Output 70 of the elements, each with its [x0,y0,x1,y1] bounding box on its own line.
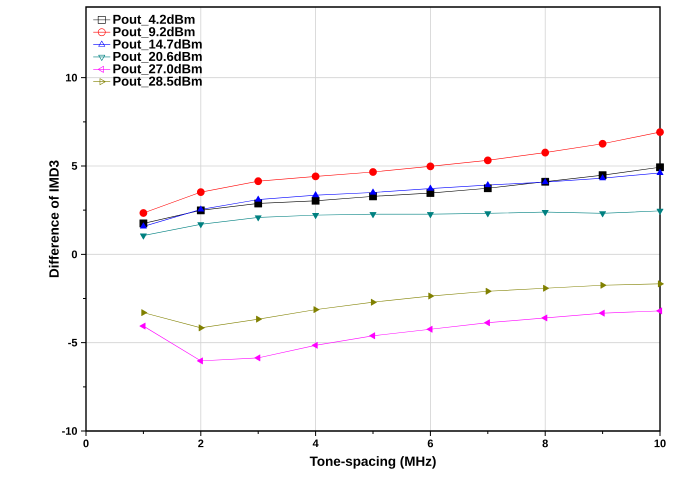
point [198,324,205,332]
x-tick-label: 0 [83,440,89,448]
point [254,354,260,362]
point [658,280,664,288]
point [312,191,320,198]
x-tick-label: 4 [312,440,319,448]
y-tick-label: 0 [72,250,78,258]
point [484,156,492,164]
point [141,309,148,316]
point [484,319,490,326]
point [254,196,262,202]
point [370,212,376,218]
point [600,282,606,289]
y-tick-label: -5 [68,338,78,346]
legend-label: Pout_4.2dBm [113,14,194,26]
point [656,208,664,215]
point [369,332,376,340]
point [541,148,550,156]
point [599,211,606,218]
point [312,196,320,205]
point [426,184,434,191]
point [428,292,434,300]
point [312,172,320,180]
y-tick-label: 10 [66,74,78,82]
point [656,307,662,314]
point [254,215,262,222]
point [314,306,320,314]
y-axis-title: Difference of IMD3 [48,160,59,278]
legend-label: Pout_27.0dBm [113,64,202,75]
point [196,188,205,196]
point [370,188,376,195]
point [140,222,147,229]
point [254,177,262,186]
point [484,211,492,218]
x-tick-label: 2 [198,440,204,448]
point [312,213,320,219]
point [599,174,606,180]
point [598,140,606,148]
point [140,209,148,217]
legend-label: Pout_9.2dBm [113,26,194,38]
point [196,357,203,364]
point [312,342,318,349]
x-tick-label: 8 [542,440,548,448]
point [656,169,664,175]
x-tick-label: 6 [428,440,434,448]
point [426,326,432,333]
legend-label: Pout_20.6dBm [113,52,202,62]
point [369,168,377,176]
point [541,314,548,322]
y-tick-label: -10 [62,427,78,435]
legend-label: Pout_14.7dBm [113,39,202,50]
point [256,316,262,323]
x-axis-title: Tone-spacing (MHz) [310,456,436,469]
point [140,322,146,330]
point [197,206,204,212]
point [484,181,492,188]
point [370,298,377,306]
point [197,222,204,228]
point [656,163,664,172]
point [543,284,550,292]
point [486,288,492,295]
legend-label: Pout_28.5dBm [113,76,202,88]
x-tick-label: 10 [654,440,666,448]
point [426,162,434,170]
point [656,128,664,136]
point [542,210,549,216]
point [140,234,147,240]
point [426,212,434,218]
point [598,310,605,317]
y-tick-label: 5 [72,162,78,170]
